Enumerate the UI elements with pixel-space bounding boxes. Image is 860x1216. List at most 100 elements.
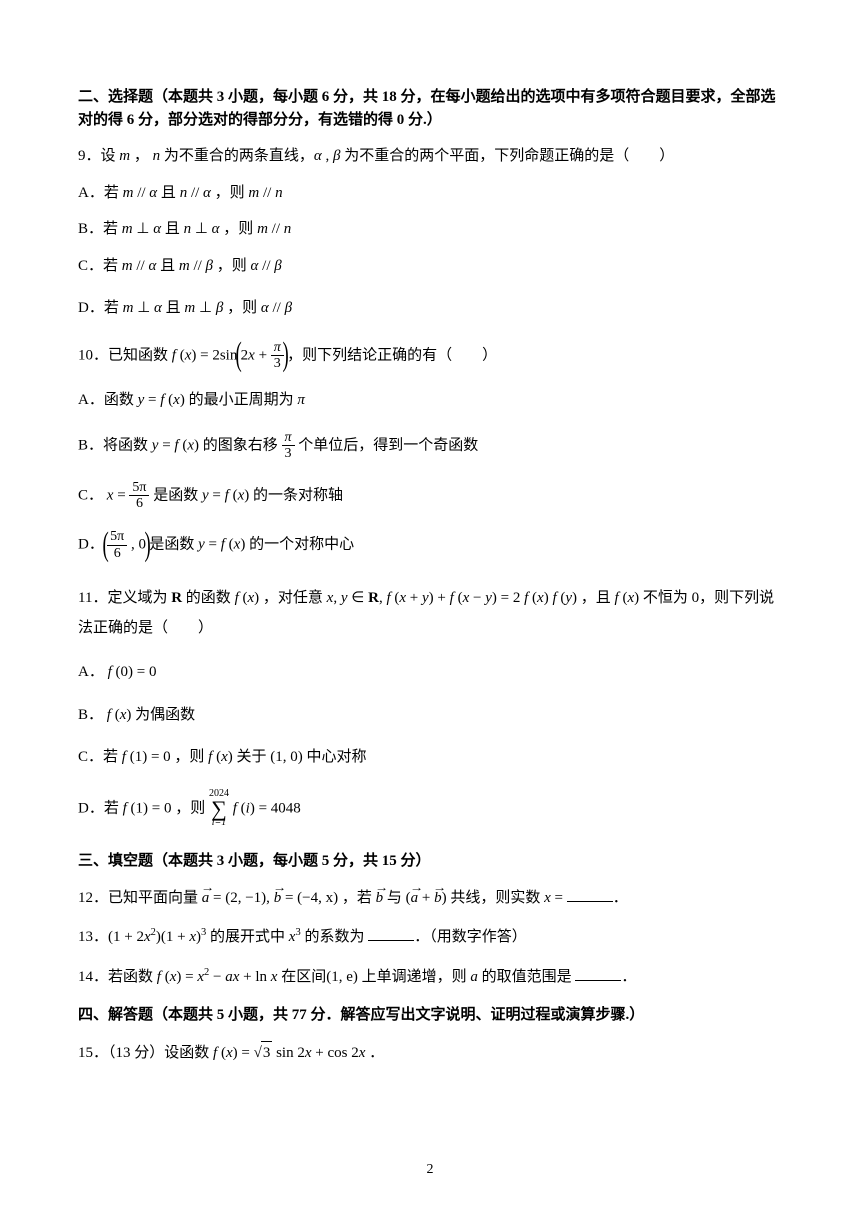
q10-d-label: D． xyxy=(78,537,104,553)
q10-c-t1: 是函数 xyxy=(153,487,198,503)
q11-c-t4: 中心对称 xyxy=(307,749,367,765)
q9-b-t2: 且 xyxy=(165,221,180,237)
q11-c-t2: ，则 xyxy=(174,749,204,765)
q10-d-t2: 的一个对称中心 xyxy=(249,537,354,553)
q9-option-c: C．若 m // α 且 m // β ，则 α // β xyxy=(78,255,782,278)
q11-d-t2: ，则 xyxy=(175,800,205,816)
q15-prefix: 15．（13 分）设函数 xyxy=(78,1045,209,1061)
q9-option-a: A．若 m // α 且 n // α ，则 m // n xyxy=(78,182,782,205)
q11-d-rhs: = 4048 xyxy=(255,800,301,816)
q15-sqrt: 3 xyxy=(261,1041,273,1065)
q12-a-val: = (2, −1), xyxy=(209,890,273,906)
q13: 13．(1 + 2x2)(1 + x)3 的展开式中 x3 的系数为 ．（用数字… xyxy=(78,925,782,949)
page-number: 2 xyxy=(0,1159,860,1180)
q9-b-t3: ，则 xyxy=(223,221,253,237)
q14-blank[interactable] xyxy=(575,966,621,981)
q9-c-t3: ，则 xyxy=(217,258,247,274)
q9-d-label: D． xyxy=(78,300,104,316)
q15-suffix: ． xyxy=(369,1045,384,1061)
q12-prefix: 12．已知平面向量 xyxy=(78,890,198,906)
q11-d-t1: 若 xyxy=(104,800,119,816)
q12-suffix: ． xyxy=(613,890,628,906)
q11-d-sumbot: i=1 xyxy=(209,818,229,828)
q11-c-t3: 关于 xyxy=(237,749,267,765)
q9-a-label: A． xyxy=(78,185,104,201)
q14-mid3: 的取值范围是 xyxy=(482,969,572,985)
q10-stem: 10．已知函数 f (x) = 2sin(2x + π3)，则下列结论正确的有（… xyxy=(78,340,782,372)
q14-mid1: 在区间 xyxy=(281,969,326,985)
section-2-heading: 二、选择题（本题共 3 小题，每小题 6 分，共 18 分，在每小题给出的选项中… xyxy=(78,86,782,131)
q9-d-t2: 且 xyxy=(166,300,181,316)
q13-mid2: 的系数为 xyxy=(304,929,364,945)
q9-prefix: 9．设 xyxy=(78,148,116,164)
q12: 12．已知平面向量 a = (2, −1), b = (−4, x) ，若 b … xyxy=(78,887,782,910)
q10-c-den: 6 xyxy=(129,496,149,511)
q14-interval: (1, e) xyxy=(326,969,358,985)
q12-mid1: ，若 xyxy=(342,890,372,906)
q9-mid3: 为不重合的两个平面，下列命题正确的是（ ） xyxy=(344,148,674,164)
q10-a-t1: 函数 xyxy=(104,392,134,408)
q9-b-label: B． xyxy=(78,221,103,237)
q10-c-label: C． xyxy=(78,487,103,503)
q14: 14．若函数 f (x) = x2 − ax + ln x 在区间(1, e) … xyxy=(78,965,782,989)
q9-a-t2: 且 xyxy=(161,185,176,201)
q10-a-label: A． xyxy=(78,392,104,408)
q11-stem: 11．定义域为 R 的函数 f (x) ，对任意 x, y ∈ R, f (x … xyxy=(78,583,782,643)
q11-option-b: B． f (x) 为偶函数 xyxy=(78,704,782,727)
q10-suffix: ，则下列结论正确的有（ ） xyxy=(287,347,497,363)
q11-prefix: 11．定义域为 xyxy=(78,590,167,606)
q11-mid2: ，对任意 xyxy=(263,590,323,606)
q11-b-label: B． xyxy=(78,707,103,723)
q15: 15．（13 分）设函数 f (x) = √3 sin 2x + cos 2x … xyxy=(78,1041,782,1065)
q14-suffix: ． xyxy=(621,969,636,985)
q9-option-d: D．若 m ⊥ α 且 m ⊥ β ，则 α // β xyxy=(78,297,782,320)
q11-b-text: 为偶函数 xyxy=(135,707,195,723)
q11-a-label: A． xyxy=(78,664,104,680)
q9-mid1: ， xyxy=(134,148,149,164)
q11-mid3: ，且 xyxy=(581,590,611,606)
q9-mid2: 为不重合的两条直线， xyxy=(164,148,314,164)
q9-d-t3: ，则 xyxy=(227,300,257,316)
q10-option-c: C． x = 5π6 是函数 y = f (x) 的一条对称轴 xyxy=(78,480,782,512)
q10-d-den: 6 xyxy=(107,546,127,561)
q12-mid3: 共线，则实数 xyxy=(450,890,540,906)
summation-icon: 2024∑i=1 xyxy=(209,789,229,829)
q13-blank[interactable] xyxy=(368,926,414,941)
q14-prefix: 14．若函数 xyxy=(78,969,153,985)
q13-mid1: 的展开式中 xyxy=(210,929,285,945)
q11-mid1: 的函数 xyxy=(186,590,231,606)
q9-c-label: C． xyxy=(78,258,103,274)
q13-prefix: 13． xyxy=(78,929,108,945)
q11-c-t1: 若 xyxy=(103,749,118,765)
q11-option-d: D．若 f (1) = 0 ，则 2024∑i=1 f (i) = 4048 xyxy=(78,789,782,829)
q10-b-t3: 个单位后，得到一个奇函数 xyxy=(298,437,478,453)
q10-a-t2: 的最小正周期为 xyxy=(189,392,294,408)
q9-stem: 9．设 m ， n 为不重合的两条直线，α , β 为不重合的两个平面，下列命题… xyxy=(78,145,782,168)
q12-blank[interactable] xyxy=(567,887,613,902)
section-3-heading: 三、填空题（本题共 3 小题，每小题 5 分，共 15 分） xyxy=(78,850,782,873)
q10-option-d: D．(5π6 , 0)是函数 y = f (x) 的一个对称中心 xyxy=(78,529,782,561)
q11-d-label: D． xyxy=(78,800,104,816)
q10-prefix: 10．已知函数 xyxy=(78,347,168,363)
q13-suffix: ．（用数字作答） xyxy=(414,929,527,945)
q10-d-t1: 是函数 xyxy=(149,537,194,553)
q10-c-num: 5π xyxy=(129,480,149,496)
section-4-heading: 四、解答题（本题共 5 小题，共 77 分．解答应写出文字说明、证明过程或演算步… xyxy=(78,1004,782,1027)
q11-option-c: C．若 f (1) = 0 ，则 f (x) 关于 (1, 0) 中心对称 xyxy=(78,746,782,769)
q11-c-label: C． xyxy=(78,749,103,765)
q9-option-b: B．若 m ⊥ α 且 n ⊥ α ，则 m // n xyxy=(78,218,782,241)
q10-option-b: B．将函数 y = f (x) 的图象右移 π3 个单位后，得到一个奇函数 xyxy=(78,430,782,462)
q10-b-t2: 的图象右移 xyxy=(203,437,278,453)
q10-d-num: 5π xyxy=(107,529,127,545)
q10-option-a: A．函数 y = f (x) 的最小正周期为 π xyxy=(78,389,782,412)
q9-c-t2: 且 xyxy=(160,258,175,274)
q9-c-t1: 若 xyxy=(103,258,118,274)
q9-a-t1: 若 xyxy=(104,185,119,201)
q11-option-a: A． f (0) = 0 xyxy=(78,661,782,684)
q9-d-t1: 若 xyxy=(104,300,119,316)
q9-a-t3: ，则 xyxy=(215,185,245,201)
q12-mid2: 与 xyxy=(387,890,402,906)
q10-b-t1: 将函数 xyxy=(103,437,148,453)
q10-c-t2: 的一条对称轴 xyxy=(253,487,343,503)
q9-b-t1: 若 xyxy=(103,221,118,237)
